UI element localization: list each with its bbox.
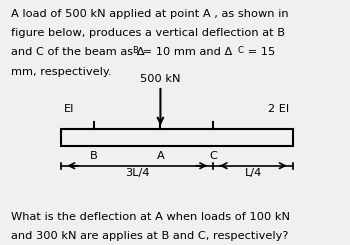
Text: What is the deflection at A when loads of 100 kN: What is the deflection at A when loads o…	[11, 212, 290, 222]
Text: A: A	[156, 151, 164, 161]
Text: = 10 mm and Δ: = 10 mm and Δ	[139, 47, 232, 57]
Text: and C of the beam as Δ: and C of the beam as Δ	[11, 47, 145, 57]
Text: A load of 500 kN applied at point A , as shown in: A load of 500 kN applied at point A , as…	[11, 9, 289, 19]
Text: 3L/4: 3L/4	[125, 168, 149, 178]
Text: C: C	[210, 151, 217, 161]
Text: L/4: L/4	[245, 168, 262, 178]
Text: 2 EI: 2 EI	[268, 104, 290, 114]
Text: C: C	[237, 46, 243, 55]
Text: B: B	[90, 151, 98, 161]
Text: EI: EI	[64, 104, 75, 114]
Text: and 300 kN are applies at B and C, respectively?: and 300 kN are applies at B and C, respe…	[11, 231, 289, 241]
Bar	[61, 129, 293, 146]
Text: figure below, produces a vertical deflection at B: figure below, produces a vertical deflec…	[11, 28, 285, 38]
Text: B: B	[132, 46, 138, 55]
Text: mm, respectively.: mm, respectively.	[11, 67, 112, 77]
Text: = 15: = 15	[244, 47, 275, 57]
Text: 500 kN: 500 kN	[140, 74, 181, 84]
